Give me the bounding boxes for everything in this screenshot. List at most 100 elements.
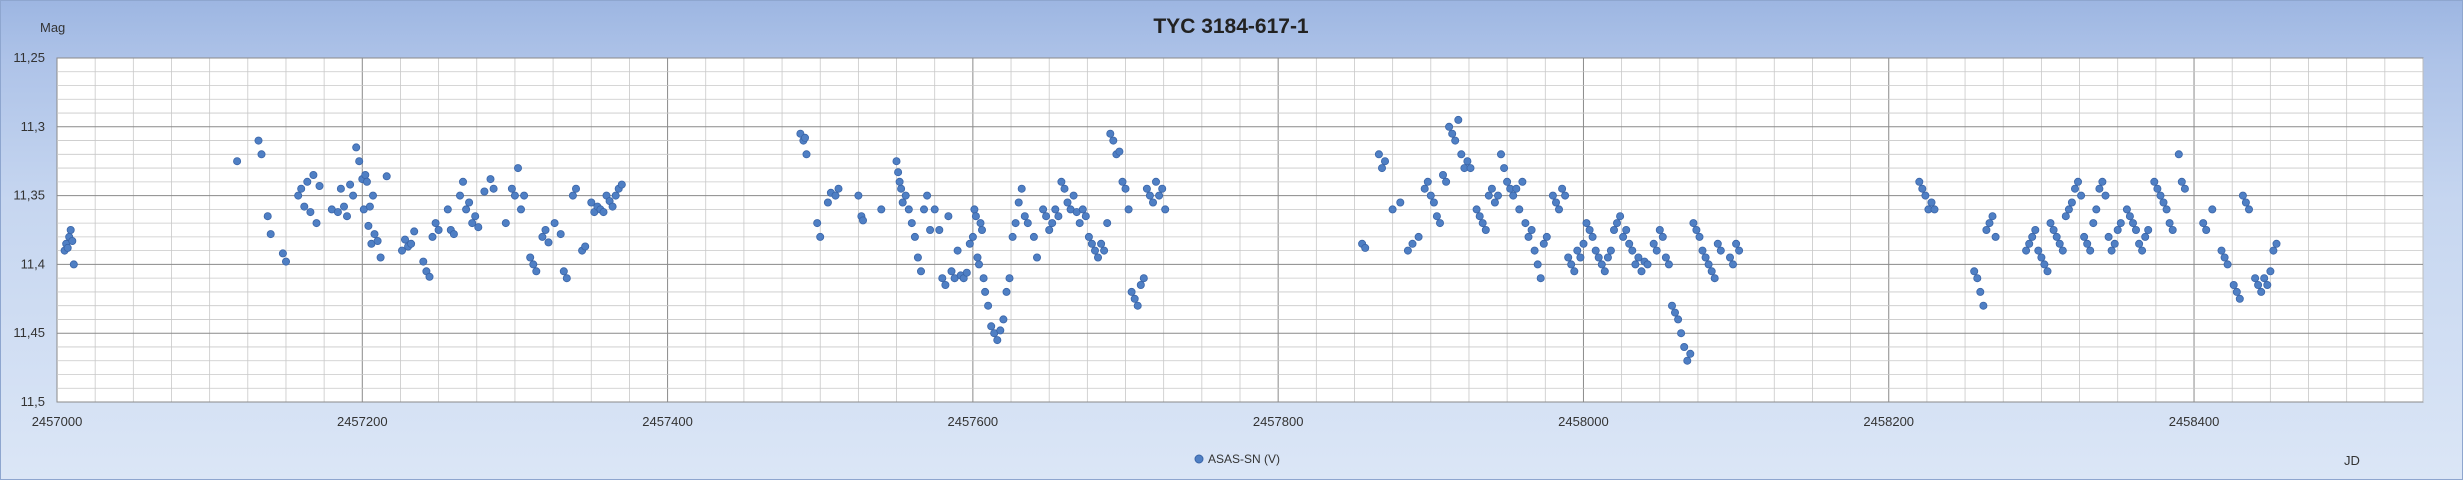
data-point [1033, 253, 1042, 262]
data-point [965, 239, 974, 248]
data-point [69, 260, 78, 269]
data-point [2251, 274, 2260, 283]
data-point [1521, 219, 1530, 228]
data-point [1381, 157, 1390, 166]
data-point [1524, 232, 1533, 241]
data-point [1396, 198, 1405, 207]
data-point [962, 268, 971, 277]
data-point [2128, 219, 2137, 228]
chart-title: TYC 3184-617-1 [1153, 15, 1309, 38]
data-point [1029, 232, 1038, 241]
grid [56, 57, 2424, 403]
y-tick-label: 11,35 [13, 188, 45, 203]
data-point [1597, 260, 1606, 269]
data-point [1442, 177, 1451, 186]
data-point [1039, 205, 1048, 214]
data-point [428, 232, 437, 241]
data-point [538, 232, 547, 241]
data-point [2208, 205, 2217, 214]
data-point [971, 212, 980, 221]
data-point [1558, 184, 1567, 193]
data-point [895, 177, 904, 186]
data-point [1573, 246, 1582, 255]
data-point [1002, 287, 1011, 296]
data-point [1716, 246, 1725, 255]
data-point [2092, 205, 2101, 214]
data-point [544, 238, 553, 247]
data-point [2031, 225, 2040, 234]
data-point [2110, 239, 2119, 248]
data-point [1005, 274, 1014, 283]
data-point [1552, 198, 1561, 207]
data-point [1927, 198, 1936, 207]
data-point [257, 150, 266, 159]
data-point [2067, 198, 2076, 207]
data-point [294, 191, 303, 200]
data-point [1084, 232, 1093, 241]
legend-label: ASAS-SN (V) [1208, 452, 1280, 466]
data-point [2238, 191, 2247, 200]
data-point [1970, 267, 1979, 276]
data-point [266, 230, 275, 239]
data-point [2199, 219, 2208, 228]
data-point [2257, 287, 2266, 296]
data-point [901, 191, 910, 200]
data-point [1436, 219, 1445, 228]
data-point [2073, 177, 2082, 186]
data-point [1457, 150, 1466, 159]
data-point [465, 198, 474, 207]
data-point [1530, 246, 1539, 255]
y-tick-label: 11,4 [21, 256, 45, 271]
data-point [1423, 177, 1432, 186]
data-point [2220, 253, 2229, 262]
x-axis-title: JD [2344, 453, 2360, 468]
data-point [339, 202, 348, 211]
data-point [1982, 225, 1991, 234]
x-tick-label: 2457600 [948, 414, 999, 429]
data-point [1729, 260, 1738, 269]
data-point [1054, 212, 1063, 221]
data-point [1515, 205, 1524, 214]
data-point [376, 253, 385, 262]
data-point [362, 177, 371, 186]
data-point [2266, 267, 2275, 276]
data-point [458, 177, 467, 186]
data-point [587, 198, 596, 207]
data-point [1429, 198, 1438, 207]
data-point [1512, 184, 1521, 193]
data-point [2098, 177, 2107, 186]
data-point [2232, 287, 2241, 296]
data-point [1680, 342, 1689, 351]
data-point [802, 150, 811, 159]
data-point [419, 257, 428, 266]
data-point [581, 242, 590, 251]
data-point [1121, 184, 1130, 193]
data-point [336, 184, 345, 193]
data-point [1078, 205, 1087, 214]
data-point [2077, 191, 2086, 200]
data-point [1616, 212, 1625, 221]
data-point [1686, 349, 1695, 358]
data-point [1985, 219, 1994, 228]
data-point [2174, 150, 2183, 159]
data-point [349, 191, 358, 200]
data-point [486, 175, 495, 184]
data-point [968, 232, 977, 241]
data-point [1692, 225, 1701, 234]
data-point [1484, 191, 1493, 200]
data-point [1094, 253, 1103, 262]
data-point [66, 225, 75, 234]
data-point [2037, 253, 2046, 262]
data-point [894, 168, 903, 177]
legend-marker [1194, 454, 1204, 464]
data-point [1487, 184, 1496, 193]
data-point [913, 253, 922, 262]
data-point [352, 143, 361, 152]
data-point [981, 287, 990, 296]
data-point [1585, 225, 1594, 234]
data-point [1564, 253, 1573, 262]
data-point [1655, 225, 1664, 234]
data-point [1634, 253, 1643, 262]
data-point [281, 257, 290, 266]
data-point [278, 249, 287, 258]
